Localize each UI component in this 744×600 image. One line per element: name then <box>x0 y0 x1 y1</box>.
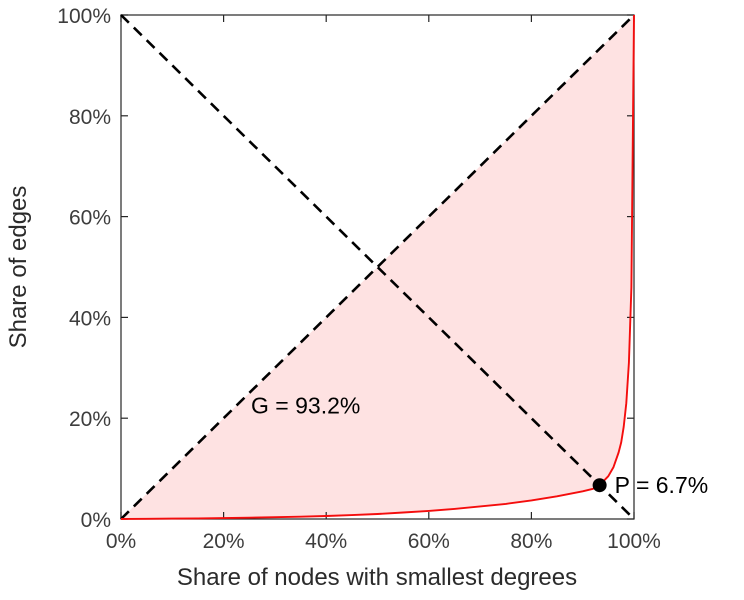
y-tick-label: 80% <box>69 106 111 129</box>
plot-layer: 0% 20% 40% 60% 80% 100% 0% 20% 40% 60% 80% 100% <box>57 5 661 553</box>
p-point-marker <box>592 478 607 493</box>
y-tick-label: 0% <box>81 509 111 532</box>
x-tick-label: 20% <box>203 530 245 553</box>
y-tick-label: 40% <box>69 307 111 330</box>
x-tick-label: 100% <box>607 530 661 553</box>
x-tick-label: 0% <box>106 530 136 553</box>
p-point-annotation: P = 6.7% <box>615 472 709 498</box>
x-axis-title: Share of nodes with smallest degrees <box>177 564 577 591</box>
x-tick-label: 60% <box>408 530 450 553</box>
y-tick-label: 60% <box>69 207 111 230</box>
equality-diagonal-line <box>120 14 635 520</box>
y-axis-title: Share of edges <box>5 186 32 349</box>
plot-box <box>120 14 635 520</box>
y-tick-label: 100% <box>57 5 111 28</box>
lorenz-curve-line <box>120 14 635 520</box>
x-tick-label: 80% <box>510 530 552 553</box>
anti-diagonal-line <box>120 14 635 520</box>
gini-area-fill <box>121 15 634 519</box>
y-tick-label: 20% <box>69 408 111 431</box>
x-tick-label: 40% <box>305 530 347 553</box>
gini-annotation: G = 93.2% <box>251 393 360 419</box>
